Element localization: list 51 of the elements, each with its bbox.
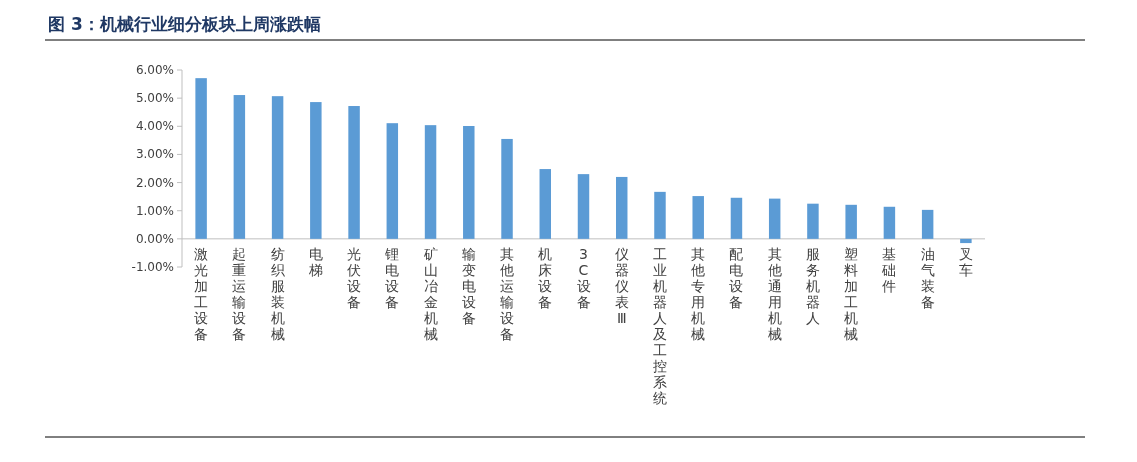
y-tick-label: 0.00% (135, 231, 174, 246)
bar (883, 206, 896, 239)
bar (616, 176, 628, 239)
y-tick-label: 3.00% (135, 147, 174, 162)
y-tick-label: 1.00% (135, 203, 174, 218)
bar (463, 126, 475, 239)
bar (195, 78, 207, 239)
x-tick-label: 锂电设备 (384, 245, 400, 310)
y-tick-label: 5.00% (135, 91, 174, 106)
bar (768, 198, 781, 239)
bar (654, 191, 666, 239)
bar (233, 95, 246, 239)
y-tick-label: 6.00% (135, 63, 174, 77)
chart-title: 图 3：机械行业细分板块上周涨跌幅 (48, 14, 321, 34)
x-tick-label: 起重运输设备 (232, 245, 247, 342)
x-tick-label: 其他运输设备 (500, 245, 515, 342)
x-tick-label: 其他通用机械 (767, 245, 782, 342)
bar (921, 209, 934, 239)
bar (424, 125, 437, 239)
x-tick-label: 叉车 (958, 245, 973, 278)
bar (539, 169, 551, 239)
bar (501, 138, 513, 239)
bar (577, 174, 590, 239)
y-tick-label: -1.00% (131, 260, 174, 274)
bar (730, 197, 743, 239)
y-tick-label: 4.00% (135, 119, 174, 134)
x-tick-label: 光伏设备 (347, 245, 362, 310)
bar (310, 102, 322, 239)
x-tick-label: 油气装备 (920, 245, 935, 310)
x-tick-label: 激光加工设备 (194, 245, 209, 342)
category-label: 工业机器人及工控系统 (652, 245, 667, 406)
x-tick-label: 3C设备 (576, 245, 591, 310)
bar (348, 106, 360, 239)
x-tick-label: 其他专用机械 (691, 245, 706, 342)
bar (807, 203, 819, 239)
bar (386, 123, 399, 239)
x-tick-label: 仪器仪表Ⅲ (614, 245, 629, 326)
x-tick-label: 服务机器人 (805, 245, 820, 326)
y-tick-label: 2.00% (135, 175, 174, 190)
bar (271, 96, 284, 239)
x-tick-label: 基础件 (881, 245, 897, 294)
x-tick-label: 配电设备 (729, 245, 744, 310)
bar (960, 238, 972, 244)
x-tick-label: 机床设备 (538, 245, 553, 310)
x-tick-label: 矿山冶金机械 (422, 245, 438, 342)
bar (845, 204, 857, 239)
x-tick-label: 塑料加工机械 (844, 245, 859, 342)
x-tick-label: 输变电设备 (461, 245, 476, 326)
x-tick-label: 纺织服装机械 (270, 245, 285, 342)
x-tick-label: 电梯 (307, 245, 323, 278)
bar (692, 196, 704, 239)
